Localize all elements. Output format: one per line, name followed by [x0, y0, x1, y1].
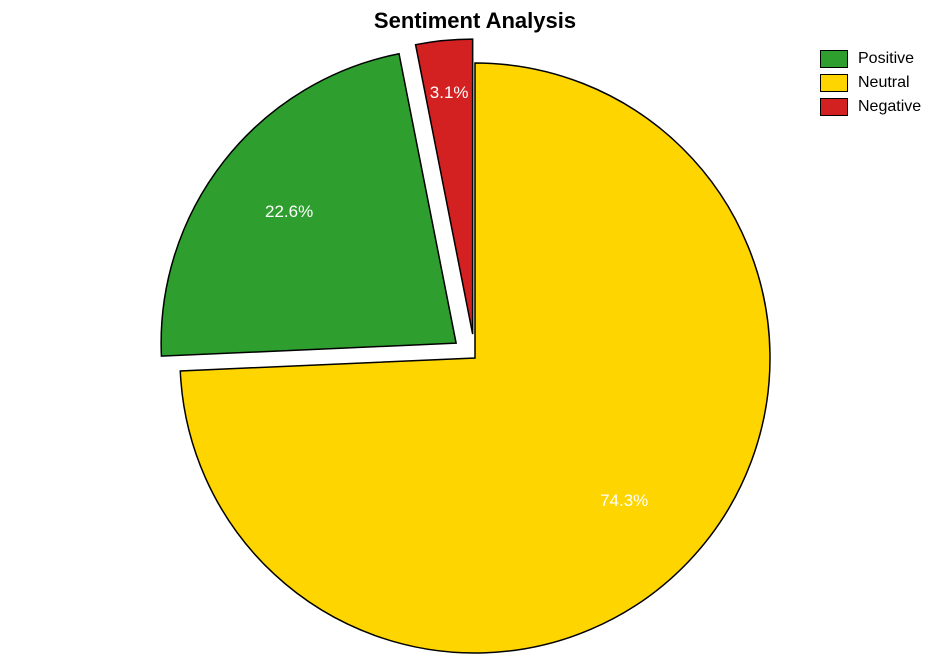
legend-item-negative: Negative [820, 95, 921, 119]
legend-swatch-icon [820, 50, 848, 68]
chart-stage: Sentiment Analysis PositiveNeutralNegati… [0, 0, 950, 662]
slice-label-negative: 3.1% [430, 83, 469, 103]
pie-chart-svg [0, 0, 950, 662]
legend-label: Negative [858, 98, 921, 116]
legend-item-positive: Positive [820, 47, 921, 71]
slice-label-positive: 22.6% [265, 202, 313, 222]
slice-label-neutral: 74.3% [600, 491, 648, 511]
legend-swatch-icon [820, 74, 848, 92]
legend-label: Neutral [858, 74, 910, 92]
legend-label: Positive [858, 50, 914, 68]
legend-swatch-icon [820, 98, 848, 116]
legend-item-neutral: Neutral [820, 71, 921, 95]
legend: Positive Neutral Negative [820, 47, 921, 119]
